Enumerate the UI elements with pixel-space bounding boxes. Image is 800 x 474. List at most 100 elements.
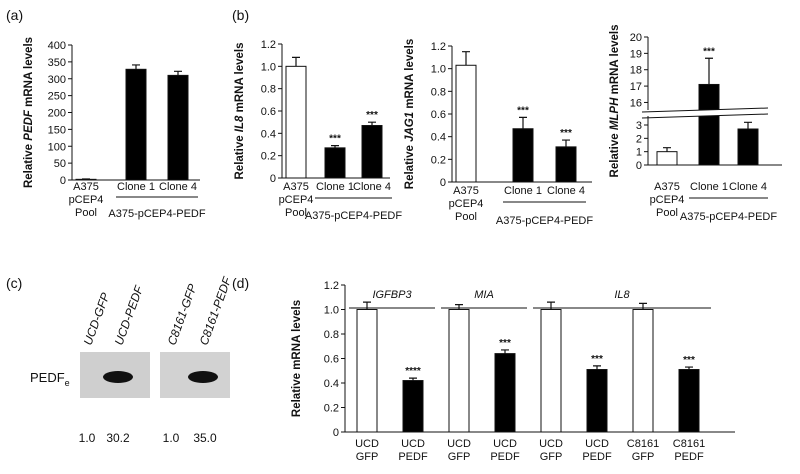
bar <box>361 125 383 179</box>
band-label-subscript: e <box>65 378 70 388</box>
error-bar <box>292 56 300 67</box>
group-label: A375-pCEP4-PEDF <box>680 211 777 223</box>
x-tick-label: pCEP4 <box>449 198 484 210</box>
x-tick-label: Clone 1 <box>504 185 542 197</box>
y-tick-label: 0 <box>60 175 66 187</box>
y-tick-label: 1.0 <box>261 61 276 73</box>
x-tick-label: C8161 <box>627 438 659 450</box>
significance: *** <box>560 128 572 139</box>
y-tick-label: 100 <box>48 141 66 153</box>
y-tick-label: 19 <box>630 48 642 60</box>
bar <box>512 128 534 183</box>
significance: *** <box>517 105 529 116</box>
x-tick-label: Clone 1 <box>117 181 155 193</box>
bar <box>455 64 477 183</box>
x-tick-label: UCD <box>585 438 609 450</box>
error-bar <box>519 116 527 129</box>
error-bar <box>462 51 470 66</box>
x-tick-label: UCD <box>355 438 379 450</box>
y-axis-label: Relative MLPH mRNA levels <box>609 25 621 178</box>
y-label-part: JAG1 <box>404 112 416 142</box>
group-label: A375-pCEP4-PEDF <box>108 208 205 220</box>
axis-break-mark <box>641 107 769 113</box>
group-label: A375-pCEP4-PEDF <box>305 210 402 222</box>
bar <box>698 83 720 166</box>
x-tick-label: PEDF <box>582 451 612 463</box>
band-label: PEDFe <box>30 370 70 388</box>
y-tick-label: 0.4 <box>261 128 276 140</box>
significance: *** <box>703 46 715 57</box>
x-tick-label: A375 <box>654 181 680 193</box>
x-tick-label: pCEP4 <box>69 194 104 206</box>
y-tick-label: 0.2 <box>431 154 446 166</box>
y-tick-label: 350 <box>48 57 66 69</box>
y-tick-label: 1.2 <box>261 39 276 51</box>
x-tick-label: GFP <box>448 451 471 463</box>
band-quantity: 1.0 <box>79 431 96 445</box>
bar <box>167 74 189 181</box>
y-label-part: PEDF <box>23 109 35 141</box>
group-label: A375-pCEP4-PEDF <box>496 215 593 227</box>
x-tick-label: Pool <box>656 207 678 219</box>
y-tick-label: 0.8 <box>324 329 339 341</box>
band-quantity: 1.0 <box>163 431 180 445</box>
y-tick-label: 0.6 <box>261 106 276 118</box>
bar <box>737 128 759 166</box>
bar <box>494 353 516 433</box>
panel-label: (b) <box>232 7 249 23</box>
x-tick-label: UCD <box>401 438 425 450</box>
gene-label: IGFBP3 <box>372 289 412 301</box>
x-tick-label: Clone 4 <box>547 185 585 197</box>
bar <box>402 380 424 433</box>
y-tick-label: 0.6 <box>324 354 339 366</box>
x-tick-label: Clone 1 <box>690 181 728 193</box>
y-tick-label: 0.2 <box>261 151 276 163</box>
y-label-part: MLPH <box>609 97 621 130</box>
band-quantity: 30.2 <box>106 431 130 445</box>
y-label-part: IL8 <box>234 115 246 132</box>
bar <box>125 68 147 181</box>
lane-label: UCD-PEDF <box>112 283 147 347</box>
lane-label: C8161-GFP <box>165 282 200 347</box>
x-tick-label: Pool <box>455 211 477 223</box>
bar <box>678 369 700 433</box>
error-bar <box>663 147 671 152</box>
error-bar <box>331 145 339 148</box>
x-tick-label: Pool <box>285 207 307 219</box>
band-quantity: 35.0 <box>193 431 217 445</box>
significance: **** <box>405 366 421 377</box>
axis-break-mark <box>641 113 769 119</box>
y-tick-label: 18 <box>630 65 642 77</box>
y-tick-label: 20 <box>630 32 642 44</box>
y-tick-label: 0 <box>270 173 276 185</box>
y-tick-label: 0.4 <box>324 378 339 390</box>
y-tick-label: 1 <box>636 147 642 159</box>
bar <box>540 309 562 433</box>
band-label-text: PEDF <box>30 370 65 385</box>
significance: *** <box>591 354 603 365</box>
error-bar <box>562 139 570 147</box>
bar <box>632 309 654 433</box>
bar <box>656 151 678 166</box>
x-tick-label: C8161 <box>673 438 705 450</box>
y-tick-label: 400 <box>48 40 66 52</box>
x-tick-label: A375 <box>73 181 99 193</box>
blot-band <box>188 371 218 383</box>
y-label-part: Relative <box>609 130 621 177</box>
gene-label: IL8 <box>614 289 630 301</box>
y-tick-label: 1.2 <box>324 280 339 292</box>
y-label-part: mRNA levels <box>23 37 35 110</box>
y-axis-label: Relative IL8 mRNA levels <box>234 42 246 179</box>
y-tick-label: 3 <box>636 120 642 132</box>
x-tick-label: Clone 4 <box>159 181 197 193</box>
significance: *** <box>366 110 378 121</box>
axis-break-gap <box>642 110 768 116</box>
bar <box>324 147 346 179</box>
y-label-part: mRNA levels <box>234 42 246 115</box>
y-tick-label: 300 <box>48 74 66 86</box>
bar <box>448 309 470 433</box>
y-tick-label: 0.4 <box>431 132 446 144</box>
x-tick-label: UCD <box>447 438 471 450</box>
blot-band <box>103 371 133 383</box>
